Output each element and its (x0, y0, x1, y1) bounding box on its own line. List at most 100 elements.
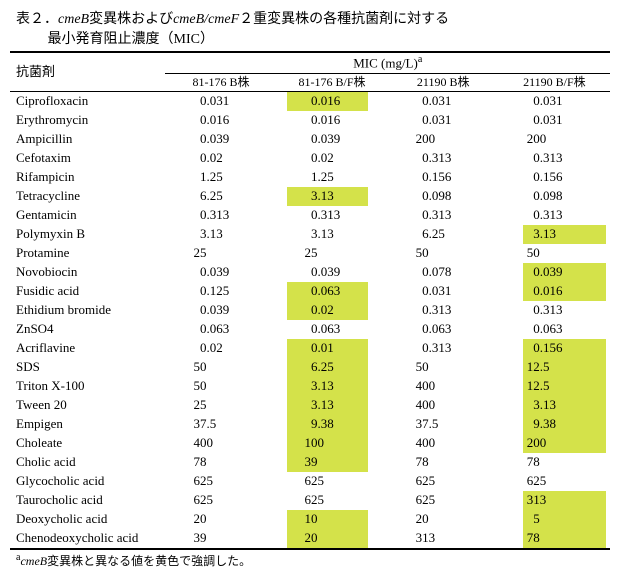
value-text: 25 (305, 244, 318, 262)
subheader-2: 21190 B株 (388, 73, 499, 91)
header-mic-sup: a (418, 54, 422, 65)
value-text: 3.13 (193, 225, 222, 243)
value-text: 6.25 (193, 187, 222, 205)
value-text: 200 (527, 434, 547, 452)
value-cell: 400 (388, 396, 499, 415)
value-cell: 50 (499, 244, 610, 263)
value-cell: 0.156 (499, 168, 610, 187)
value-text: 0.313 (416, 206, 452, 224)
table-row: Cholic acid78397878 (10, 453, 610, 472)
value-text: 0.039 (527, 263, 563, 281)
table-row: Fusidic acid 0.125 0.063 0.031 0.016 (10, 282, 610, 301)
value-cell: 0.039 (277, 263, 388, 282)
value-text: 0.156 (527, 339, 563, 357)
table-row: SDS50 6.255012.5 (10, 358, 610, 377)
value-cell: 25 (165, 396, 276, 415)
highlight (287, 434, 368, 453)
table-row: Chenodeoxycholic acid392031378 (10, 529, 610, 549)
value-text: 10 (305, 510, 318, 528)
value-cell: 37.5 (165, 415, 276, 434)
agent-cell: Chenodeoxycholic acid (10, 529, 165, 549)
value-cell: 20 (277, 529, 388, 549)
value-cell: 0.031 (388, 111, 499, 130)
value-cell: 625 (165, 491, 276, 510)
value-text: 12.5 (527, 358, 550, 376)
agent-cell: Acriflavine (10, 339, 165, 358)
table-row: Choleate400100400200 (10, 434, 610, 453)
value-text: 3.13 (305, 377, 334, 395)
caption-mid2: ２重変異株の各種抗菌剤に対する (239, 12, 449, 27)
value-cell: 625 (388, 472, 499, 491)
value-cell: 78 (499, 453, 610, 472)
agent-cell: Deoxycholic acid (10, 510, 165, 529)
value-text: 200 (527, 130, 547, 148)
value-text: 0.02 (305, 149, 334, 167)
agent-cell: Ampicillin (10, 130, 165, 149)
value-cell: 0.063 (388, 320, 499, 339)
value-text: 0.039 (305, 130, 341, 148)
footnote-rest: 変異株と異なる値を黄色で強調した。 (47, 554, 251, 568)
value-text: 50 (193, 358, 206, 376)
value-cell: 0.02 (165, 149, 276, 168)
value-cell: 0.016 (277, 91, 388, 111)
value-cell: 0.01 (277, 339, 388, 358)
value-cell: 0.039 (165, 130, 276, 149)
value-cell: 0.313 (277, 206, 388, 225)
value-cell: 0.063 (277, 282, 388, 301)
value-cell: 0.313 (388, 301, 499, 320)
value-text: 0.313 (527, 149, 563, 167)
table-row: Acriflavine 0.02 0.01 0.313 0.156 (10, 339, 610, 358)
value-cell: 0.078 (388, 263, 499, 282)
table-row: Ethidium bromide 0.039 0.02 0.313 0.313 (10, 301, 610, 320)
value-text: 625 (416, 472, 436, 490)
value-cell: 20 (165, 510, 276, 529)
value-cell: 78 (499, 529, 610, 549)
value-text: 12.5 (527, 377, 550, 395)
value-text: 400 (416, 434, 436, 452)
value-text: 625 (193, 472, 213, 490)
value-text: 20 (416, 510, 429, 528)
agent-cell: Tween 20 (10, 396, 165, 415)
caption-ital1: cmeB (58, 12, 89, 27)
value-text: 0.098 (527, 187, 563, 205)
value-cell: 625 (499, 472, 610, 491)
table-row: Polymyxin B 3.13 3.13 6.25 3.13 (10, 225, 610, 244)
value-cell: 200 (388, 130, 499, 149)
value-cell: 0.098 (499, 187, 610, 206)
value-text: 0.078 (416, 263, 452, 281)
agent-cell: Protamine (10, 244, 165, 263)
header-mic: MIC (mg/L)a (165, 52, 610, 73)
value-cell: 313 (499, 491, 610, 510)
agent-cell: Ethidium bromide (10, 301, 165, 320)
value-cell: 6.25 (277, 358, 388, 377)
value-text: 0.313 (193, 206, 229, 224)
subheader-3: 21190 B/F株 (499, 73, 610, 91)
value-cell: 200 (499, 130, 610, 149)
agent-cell: ZnSO4 (10, 320, 165, 339)
value-text: 37.5 (193, 415, 216, 433)
subheader-1: 81-176 B/F株 (277, 73, 388, 91)
value-cell: 0.031 (499, 91, 610, 111)
value-cell: 400 (165, 434, 276, 453)
value-text: 6.25 (416, 225, 445, 243)
value-cell: 37.5 (388, 415, 499, 434)
value-text: 0.031 (416, 92, 452, 110)
value-cell: 0.016 (499, 282, 610, 301)
value-cell: 9.38 (277, 415, 388, 434)
mic-table: 抗菌剤 MIC (mg/L)a 81-176 B株 81-176 B/F株 21… (10, 51, 610, 549)
value-text: 0.02 (193, 339, 222, 357)
value-cell: 0.313 (388, 149, 499, 168)
value-cell: 3.13 (277, 377, 388, 396)
value-text: 0.156 (527, 168, 563, 186)
value-cell: 20 (388, 510, 499, 529)
value-cell: 78 (165, 453, 276, 472)
value-text: 50 (193, 377, 206, 395)
value-text: 400 (416, 396, 436, 414)
value-cell: 3.13 (277, 225, 388, 244)
value-cell: 625 (165, 472, 276, 491)
highlight (287, 529, 368, 548)
value-text: 0.016 (527, 282, 563, 300)
value-cell: 78 (388, 453, 499, 472)
agent-cell: Erythromycin (10, 111, 165, 130)
header-agent: 抗菌剤 (10, 52, 165, 91)
